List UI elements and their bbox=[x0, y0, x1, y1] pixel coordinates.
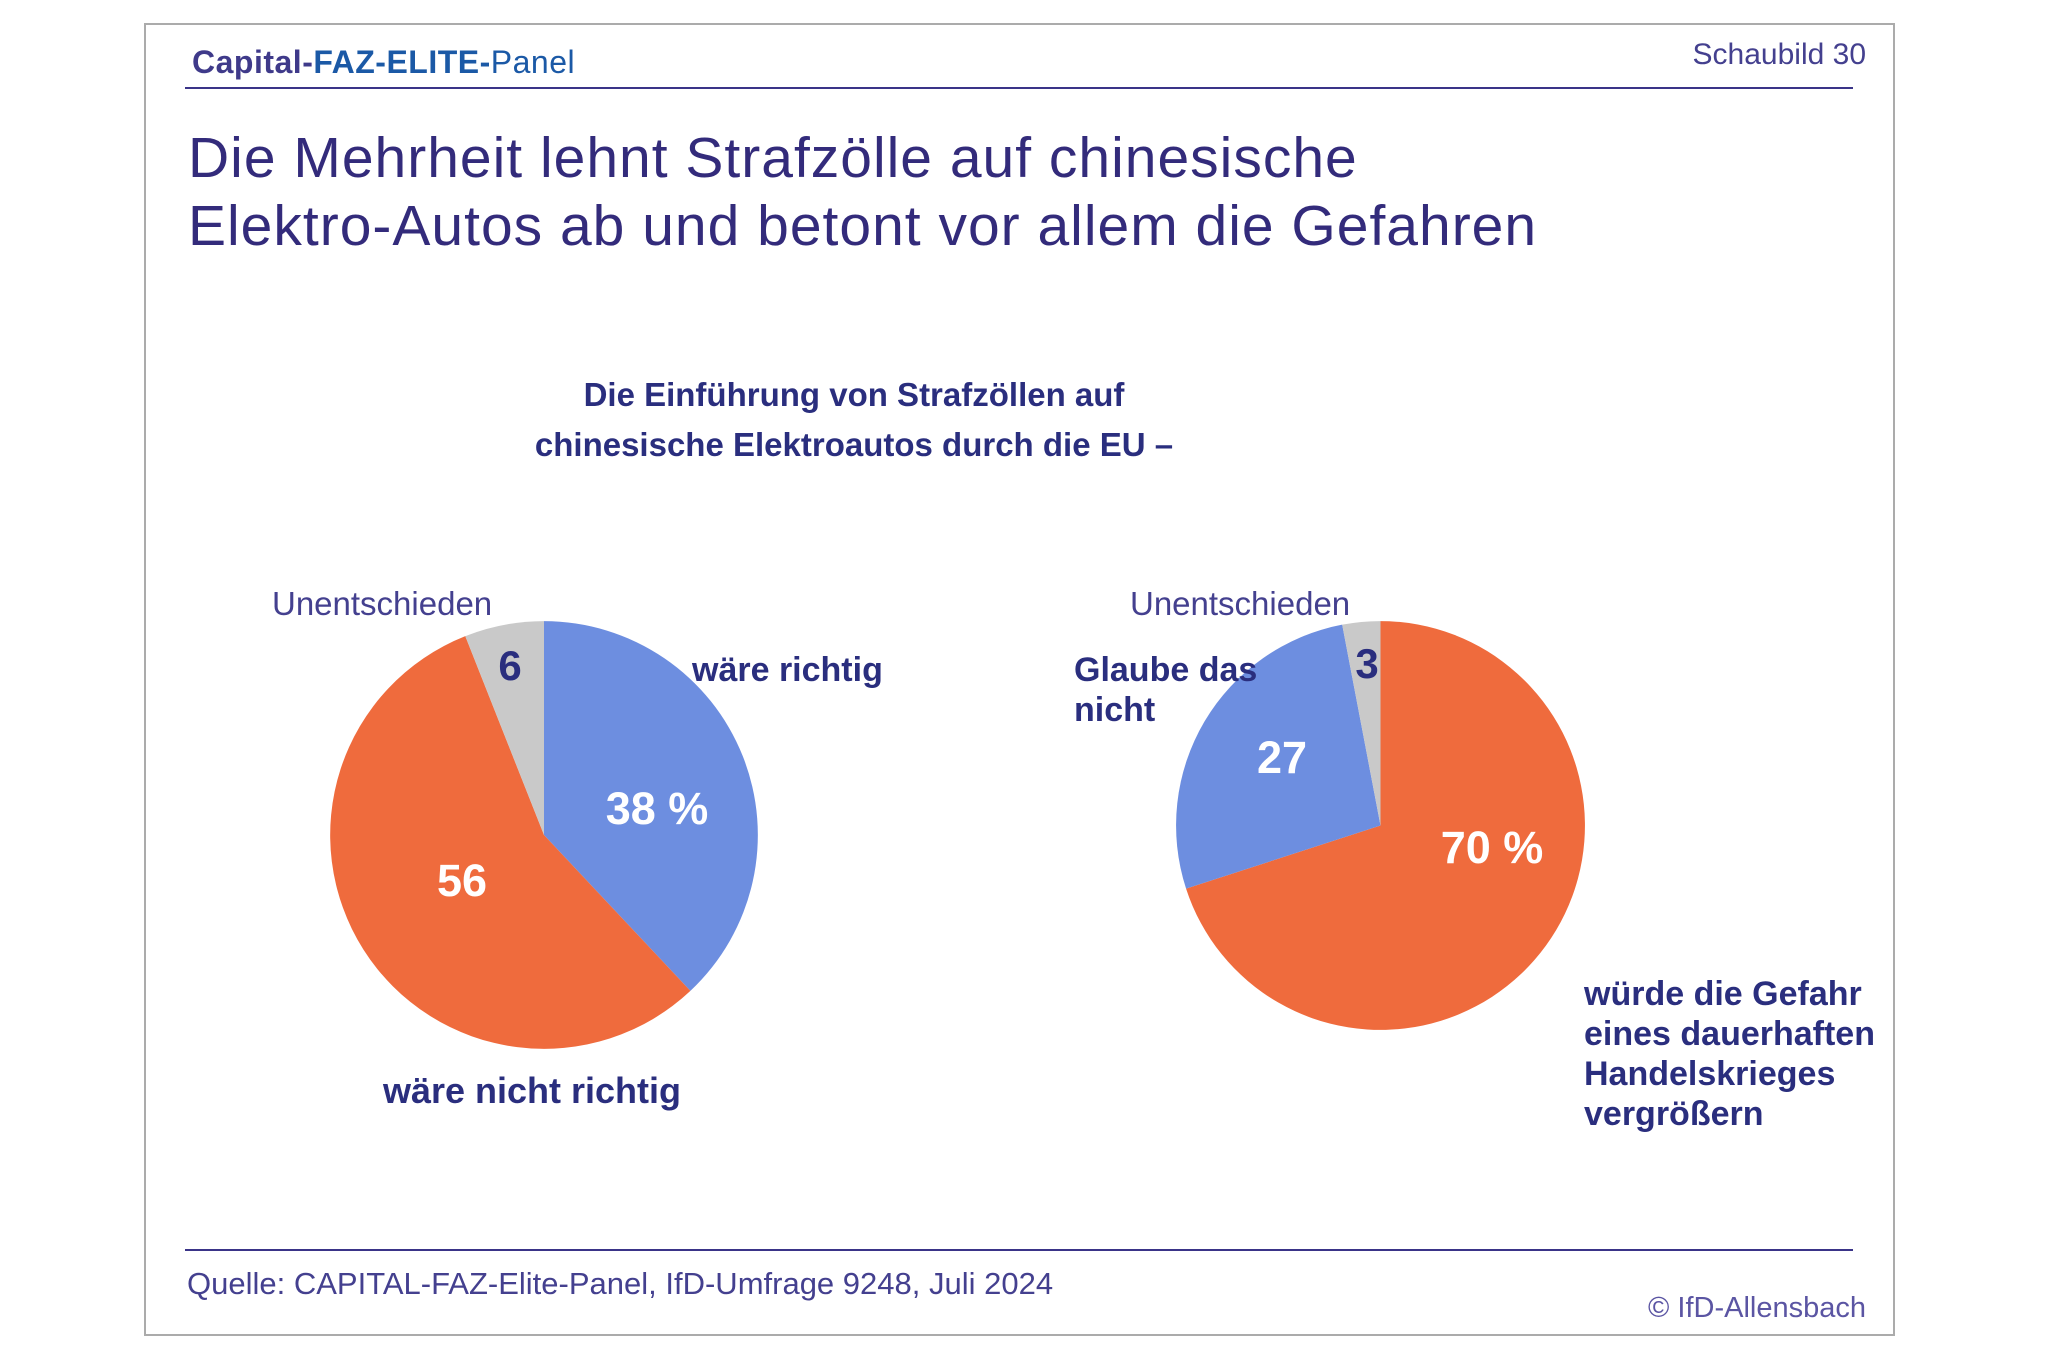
right-value-unentschieden: 3 bbox=[1355, 640, 1379, 687]
copyright-note: © IfD-Allensbach bbox=[1647, 1292, 1866, 1324]
left-value-waere-richtig: 38 % bbox=[605, 783, 709, 834]
brand-part-capital: Capital- bbox=[192, 44, 314, 80]
page-title-line2: Elektro-Autos ab und betont vor allem di… bbox=[188, 194, 1538, 258]
left-value-waere-nicht-richtig: 56 bbox=[436, 855, 488, 906]
chart-question-line2: chinesische Elektroautos durch die EU – bbox=[534, 426, 1174, 463]
right-label-gefahr: würde die Gefahr eines dauerhaften Hande… bbox=[1584, 975, 1875, 1133]
pie-chart-tariff-approval bbox=[328, 619, 760, 1051]
right-label-glaube-das-nicht: Glaube das nicht bbox=[1074, 651, 1258, 729]
page-title-line1: Die Mehrheit lehnt Strafzölle auf chines… bbox=[188, 126, 1358, 190]
right-label-unentschieden: Unentschieden bbox=[1130, 585, 1351, 622]
left-label-unentschieden: Unentschieden bbox=[272, 585, 493, 622]
footer-divider bbox=[185, 1249, 1853, 1251]
brand-logo: Capital-FAZ-ELITE-Panel bbox=[192, 44, 575, 81]
left-label-waere-nicht-richtig: wäre nicht richtig bbox=[382, 1070, 682, 1111]
source-note: Quelle: CAPITAL-FAZ-Elite-Panel, IfD-Umf… bbox=[187, 1266, 1054, 1301]
slide-frame: Capital-FAZ-ELITE-Panel Schaubild 30 Die… bbox=[144, 23, 1895, 1336]
pie-chart-trade-war-risk bbox=[1174, 619, 1587, 1032]
left-label-waere-richtig: wäre richtig bbox=[692, 651, 883, 689]
chart-question-line1: Die Einführung von Strafzöllen auf bbox=[583, 376, 1125, 413]
brand-part-faz-elite: FAZ-ELITE- bbox=[313, 44, 491, 80]
right-value-gefahr: 70 % bbox=[1440, 822, 1544, 873]
right-value-glaube-das-nicht: 27 bbox=[1256, 732, 1308, 783]
header-divider bbox=[185, 87, 1853, 89]
left-value-unentschieden: 6 bbox=[498, 642, 522, 689]
slide-number: Schaubild 30 bbox=[1692, 38, 1866, 71]
brand-part-panel: Panel bbox=[490, 44, 576, 80]
chart-question: Die Einführung von Strafzöllen auf chine… bbox=[454, 370, 1254, 470]
page-title: Die Mehrheit lehnt Strafzölle auf chines… bbox=[188, 124, 1537, 260]
